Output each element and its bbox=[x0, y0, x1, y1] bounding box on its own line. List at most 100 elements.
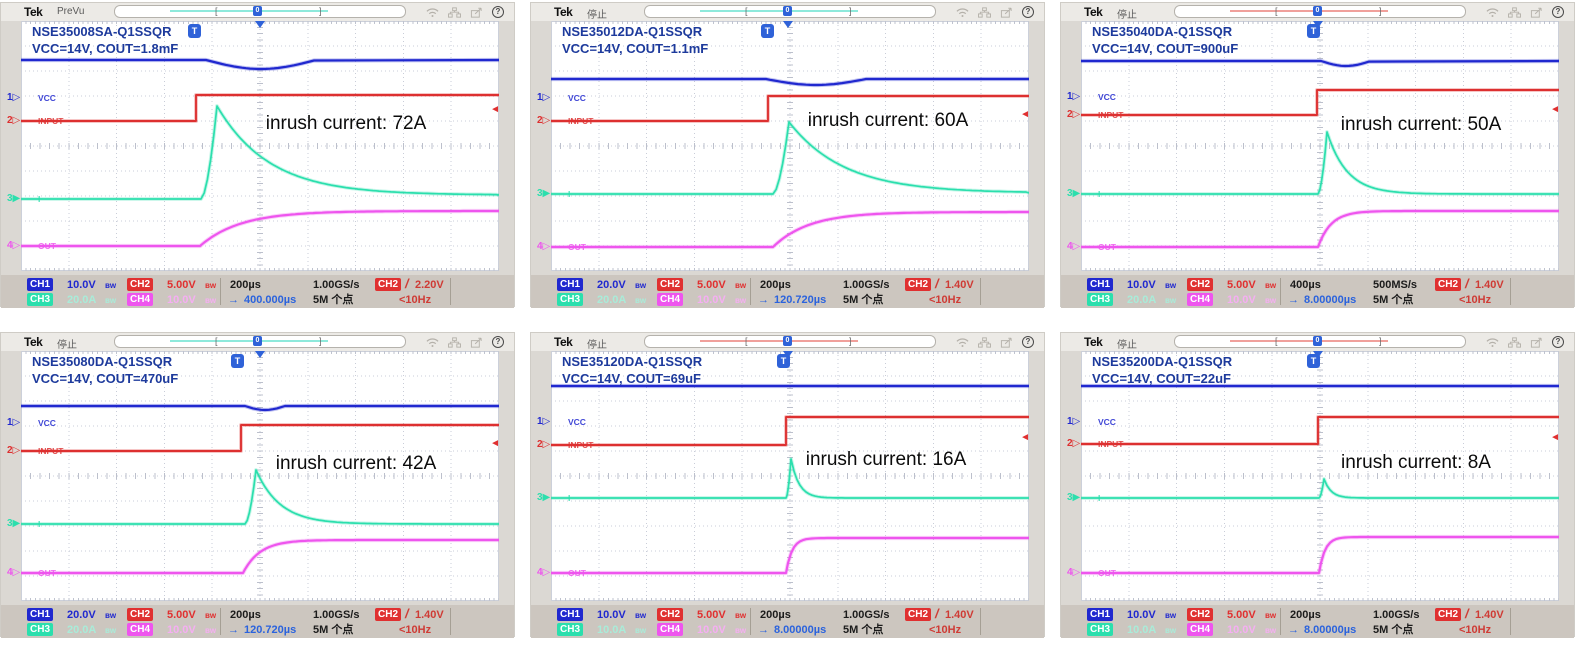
ch2-badge[interactable]: CH2 bbox=[1187, 278, 1214, 291]
ch4-badge[interactable]: CH4 bbox=[657, 623, 684, 636]
trigger-level-arrow[interactable]: ◄ bbox=[1550, 104, 1560, 115]
trigger-slope-icon[interactable]: / bbox=[1465, 606, 1469, 621]
timebase-value[interactable]: 200µs bbox=[230, 279, 261, 291]
trigger-slope-icon[interactable]: / bbox=[405, 606, 409, 621]
trigger-level-arrow[interactable]: ◄ bbox=[1020, 432, 1030, 443]
trigger-position-marker[interactable]: 0 bbox=[783, 6, 792, 16]
trigger-flag[interactable]: T bbox=[777, 354, 790, 368]
help-icon[interactable]: ? bbox=[1552, 336, 1564, 348]
export-icon[interactable] bbox=[1530, 337, 1543, 348]
export-icon[interactable] bbox=[470, 337, 483, 348]
ch1-badge[interactable]: CH1 bbox=[27, 278, 54, 291]
trigger-center-triangle[interactable] bbox=[255, 21, 265, 28]
export-icon[interactable] bbox=[1530, 7, 1543, 18]
delay-time-value[interactable]: 400.000µs bbox=[244, 294, 297, 306]
ch1-badge[interactable]: CH1 bbox=[557, 608, 584, 621]
delay-time-value[interactable]: 120.720µs bbox=[774, 294, 827, 306]
ch4-badge[interactable]: CH4 bbox=[657, 293, 684, 306]
trigger-center-triangle[interactable] bbox=[255, 351, 265, 358]
ch1-badge[interactable]: CH1 bbox=[557, 278, 584, 291]
trigger-slope-icon[interactable]: / bbox=[935, 606, 939, 621]
trigger-level-arrow[interactable]: ◄ bbox=[1550, 432, 1560, 443]
channel-ref-marker-ch3[interactable]: 3▶ bbox=[1067, 188, 1081, 199]
network-icon[interactable] bbox=[448, 336, 461, 348]
export-icon[interactable] bbox=[1000, 337, 1013, 348]
channel-ref-marker-ch4[interactable]: 4▷ bbox=[7, 240, 21, 251]
ch2-badge[interactable]: CH2 bbox=[657, 608, 684, 621]
trigger-position-marker[interactable]: 0 bbox=[783, 336, 792, 346]
ch2-badge[interactable]: CH2 bbox=[127, 278, 154, 291]
network-icon[interactable] bbox=[1508, 6, 1521, 18]
wifi-icon[interactable] bbox=[956, 337, 969, 348]
ch4-badge[interactable]: CH4 bbox=[1187, 623, 1214, 636]
trigger-level-arrow[interactable]: ◄ bbox=[490, 104, 500, 115]
trigger-level-arrow[interactable]: ◄ bbox=[490, 438, 500, 449]
trigger-flag[interactable]: T bbox=[1307, 354, 1320, 368]
channel-ref-marker-ch3[interactable]: 3▶ bbox=[537, 492, 551, 503]
timebase-value[interactable]: 200µs bbox=[760, 279, 791, 291]
channel-ref-marker-ch1[interactable]: 1▷ bbox=[1067, 91, 1081, 102]
wifi-icon[interactable] bbox=[426, 7, 439, 18]
channel-ref-marker-ch2[interactable]: 2▷ bbox=[537, 439, 551, 450]
trigger-source-badge[interactable]: CH2 bbox=[1435, 608, 1462, 621]
ch3-badge[interactable]: CH3 bbox=[557, 293, 584, 306]
help-icon[interactable]: ? bbox=[1022, 336, 1034, 348]
ch4-badge[interactable]: CH4 bbox=[1187, 293, 1214, 306]
timebase-value[interactable]: 400µs bbox=[1290, 279, 1321, 291]
channel-ref-marker-ch1[interactable]: 1▷ bbox=[1067, 416, 1081, 427]
channel-ref-marker-ch4[interactable]: 4▷ bbox=[537, 241, 551, 252]
channel-ref-marker-ch3[interactable]: 3▶ bbox=[1067, 492, 1081, 503]
trigger-level-arrow[interactable]: ◄ bbox=[1020, 109, 1030, 120]
channel-ref-marker-ch4[interactable]: 4▷ bbox=[537, 567, 551, 578]
channel-ref-marker-ch2[interactable]: 2▷ bbox=[7, 115, 21, 126]
channel-ref-marker-ch2[interactable]: 2▷ bbox=[1067, 109, 1081, 120]
channel-ref-marker-ch1[interactable]: 1▷ bbox=[537, 416, 551, 427]
help-icon[interactable]: ? bbox=[1552, 6, 1564, 18]
ch2-badge[interactable]: CH2 bbox=[657, 278, 684, 291]
trigger-position-marker[interactable]: 0 bbox=[1313, 336, 1322, 346]
ch3-badge[interactable]: CH3 bbox=[557, 623, 584, 636]
delay-time-value[interactable]: 120.720µs bbox=[244, 624, 297, 636]
horizontal-position-indicator[interactable]: [ ] 0 bbox=[1174, 335, 1466, 348]
trigger-position-marker[interactable]: 0 bbox=[253, 6, 262, 16]
horizontal-position-indicator[interactable]: [ ] 0 bbox=[644, 5, 936, 18]
trigger-flag[interactable]: T bbox=[761, 24, 774, 38]
trigger-slope-icon[interactable]: / bbox=[935, 276, 939, 291]
network-icon[interactable] bbox=[1508, 336, 1521, 348]
ch3-badge[interactable]: CH3 bbox=[1087, 623, 1114, 636]
ch3-badge[interactable]: CH3 bbox=[1087, 293, 1114, 306]
delay-time-value[interactable]: 8.00000µs bbox=[1304, 624, 1357, 636]
wifi-icon[interactable] bbox=[1486, 337, 1499, 348]
export-icon[interactable] bbox=[470, 7, 483, 18]
horizontal-position-indicator[interactable]: [ ] 0 bbox=[114, 5, 406, 18]
ch3-badge[interactable]: CH3 bbox=[27, 293, 54, 306]
channel-ref-marker-ch2[interactable]: 2▷ bbox=[537, 115, 551, 126]
channel-ref-marker-ch3[interactable]: 3▶ bbox=[7, 193, 21, 204]
wifi-icon[interactable] bbox=[426, 337, 439, 348]
ch1-badge[interactable]: CH1 bbox=[1087, 608, 1114, 621]
timebase-value[interactable]: 200µs bbox=[230, 609, 261, 621]
channel-ref-marker-ch4[interactable]: 4▷ bbox=[7, 567, 21, 578]
delay-time-value[interactable]: 8.00000µs bbox=[1304, 294, 1357, 306]
channel-ref-marker-ch1[interactable]: 1▷ bbox=[7, 417, 21, 428]
trigger-position-marker[interactable]: 0 bbox=[1313, 6, 1322, 16]
trigger-center-triangle[interactable] bbox=[783, 21, 793, 28]
channel-ref-marker-ch2[interactable]: 2▷ bbox=[7, 445, 21, 456]
horizontal-position-indicator[interactable]: [ ] 0 bbox=[1174, 5, 1466, 18]
export-icon[interactable] bbox=[1000, 7, 1013, 18]
channel-ref-marker-ch1[interactable]: 1▷ bbox=[7, 92, 21, 103]
trigger-source-badge[interactable]: CH2 bbox=[905, 278, 932, 291]
trigger-flag[interactable]: T bbox=[188, 24, 201, 38]
ch1-badge[interactable]: CH1 bbox=[1087, 278, 1114, 291]
channel-ref-marker-ch3[interactable]: 3▶ bbox=[537, 188, 551, 199]
network-icon[interactable] bbox=[978, 336, 991, 348]
trigger-slope-icon[interactable]: / bbox=[1465, 276, 1469, 291]
channel-ref-marker-ch4[interactable]: 4▷ bbox=[1067, 567, 1081, 578]
trigger-flag[interactable]: T bbox=[231, 354, 244, 368]
channel-ref-marker-ch1[interactable]: 1▷ bbox=[537, 92, 551, 103]
trigger-source-badge[interactable]: CH2 bbox=[905, 608, 932, 621]
channel-ref-marker-ch4[interactable]: 4▷ bbox=[1067, 241, 1081, 252]
trigger-source-badge[interactable]: CH2 bbox=[375, 278, 402, 291]
network-icon[interactable] bbox=[448, 6, 461, 18]
timebase-value[interactable]: 200µs bbox=[760, 609, 791, 621]
